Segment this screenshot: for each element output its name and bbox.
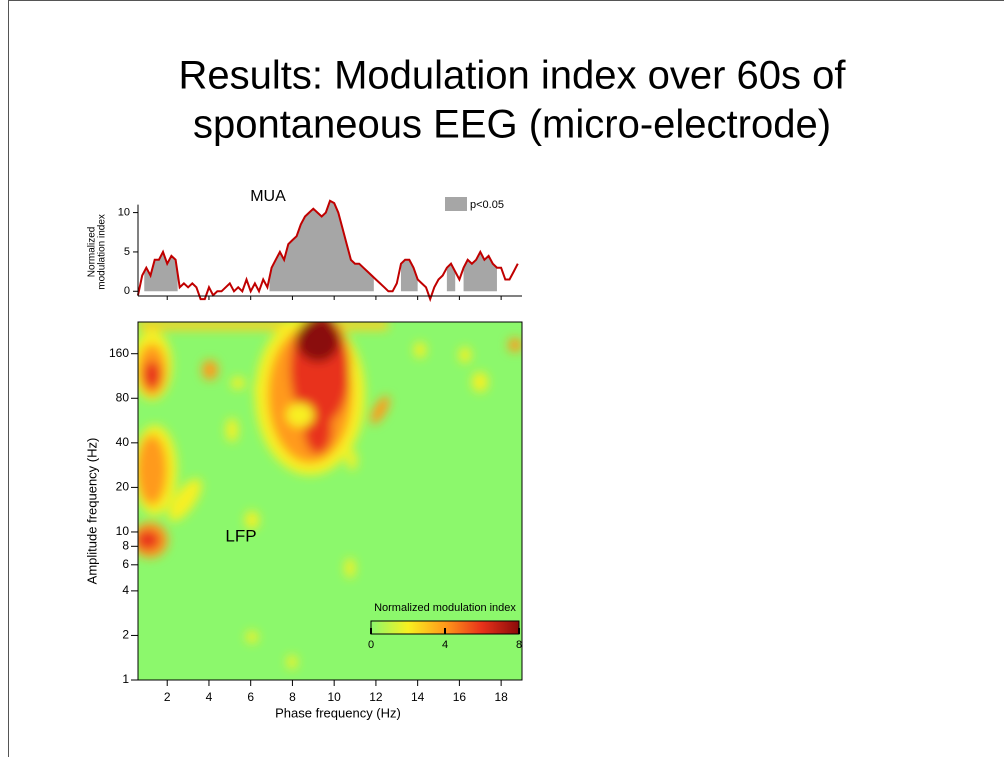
significant-area <box>269 200 374 292</box>
x-tick-label: 8 <box>289 690 296 704</box>
colorbar-tick-label: 8 <box>516 639 522 651</box>
colorbar-tick-label: 4 <box>442 639 448 651</box>
y-tick-label: 1 <box>122 672 129 686</box>
y-axis-label: modulation index <box>97 214 108 290</box>
y-axis-label: Normalized <box>87 227 98 278</box>
line <box>137 199 519 303</box>
x-tick-label: 4 <box>206 690 213 704</box>
x-axis-label: Phase frequency (Hz) <box>275 705 401 720</box>
slide-title: spontaneous EEG (micro-electrode) <box>193 103 831 147</box>
annotation: LFP <box>225 526 256 545</box>
x-tick-label: 14 <box>411 690 425 704</box>
plot-frame <box>137 321 523 681</box>
y-tick-label: 160 <box>109 346 129 360</box>
y-tick-label: 2 <box>122 628 129 642</box>
x-tick-label: 10 <box>327 690 341 704</box>
y-tick-label: 40 <box>116 435 130 449</box>
y-tick-label: 0 <box>124 285 130 297</box>
y-tick-label: 5 <box>124 246 130 258</box>
y-tick-label: 10 <box>118 206 130 218</box>
colorbar-tick-label: 0 <box>368 639 374 651</box>
heatmap-blobs <box>138 322 522 669</box>
y-tick-label: 6 <box>122 557 129 571</box>
significant-area <box>446 263 456 292</box>
y-tick-label: 10 <box>116 524 130 538</box>
x-tick-label: 16 <box>453 690 467 704</box>
x-tick-label: 18 <box>494 690 508 704</box>
y-axis-label: Amplitude frequency (Hz) <box>84 438 99 585</box>
y-tick-label: 8 <box>122 538 129 552</box>
y-tick-label: 4 <box>122 583 129 597</box>
y-tick-label: 20 <box>116 480 130 494</box>
legend-swatch <box>445 197 467 211</box>
annotation: MUA <box>250 188 286 205</box>
x-tick-label: 2 <box>164 690 171 704</box>
legend-label: p<0.05 <box>470 199 504 211</box>
x-tick-label: 12 <box>369 690 383 704</box>
y-tick-label: 80 <box>116 390 130 404</box>
x-tick-label: 6 <box>247 690 254 704</box>
colorbar-label: Normalized modulation index <box>374 602 516 614</box>
slide-title: Results: Modulation index over 60s of <box>178 54 846 98</box>
significant-area <box>463 251 497 292</box>
